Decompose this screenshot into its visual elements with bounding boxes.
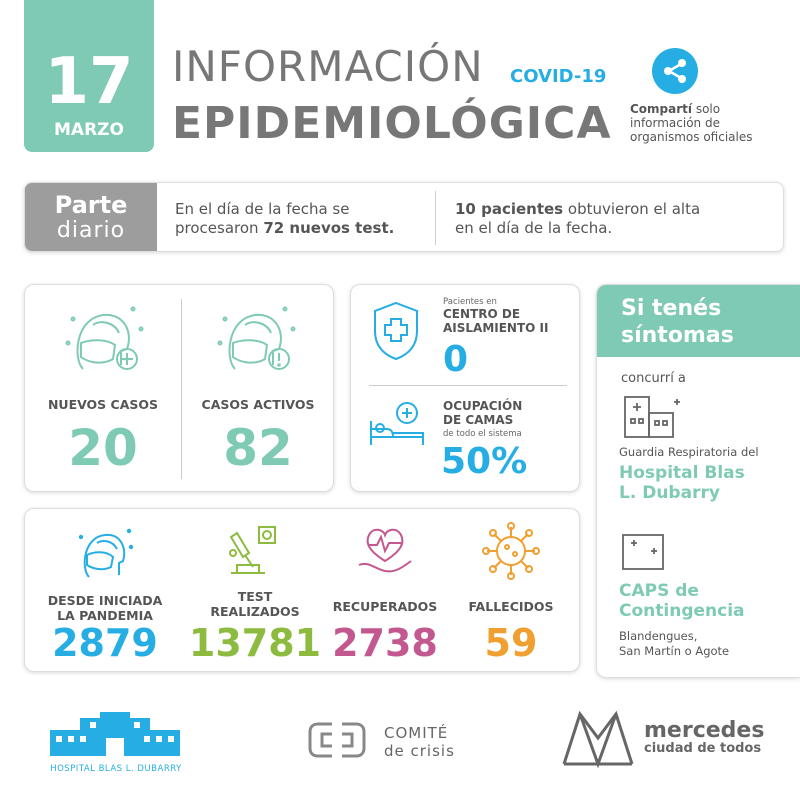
parte-right-text: 10 pacientes obtuvieron el alta en el dí… <box>455 200 700 238</box>
parte-left-b: procesaron <box>175 219 264 237</box>
aislamiento-title: CENTRO DE AISLAMIENTO II <box>443 307 548 335</box>
pandemia-label-2: LA PANDEMIA <box>57 608 153 623</box>
casos-activos-label: CASOS ACTIVOS <box>201 397 315 412</box>
pandemia-label-1: DESDE INICIADA <box>47 593 163 608</box>
title-covid: COVID-19 <box>510 66 607 87</box>
microscope-icon <box>223 523 279 585</box>
share-line2: información de <box>630 116 720 130</box>
barrios-1: Blandengues, <box>619 629 698 643</box>
test-label-2: REALIZADOS <box>210 604 300 619</box>
mercedes-logo-icon <box>560 708 636 772</box>
totales-card: DESDE INICIADA LA PANDEMIA 2879 TEST REA… <box>24 508 580 672</box>
hospital-name-1: Hospital Blas <box>619 463 745 483</box>
casos-card: NUEVOS CASOS 20 CASOS ACTIVOS 82 <box>24 284 334 492</box>
test-value: 13781 <box>188 621 322 665</box>
camas-small: de todo el sistema <box>443 429 522 439</box>
parte-right-b: en el día de la fecha. <box>455 219 613 237</box>
mercedes-logo-text: mercedes ciudad de todos <box>644 720 764 756</box>
parte-left-text: En el día de la fecha se procesaron 72 n… <box>175 200 394 238</box>
parte-right-a: obtuvieron el alta <box>563 200 701 218</box>
comite-1: COMITÉ <box>384 724 449 742</box>
aislamiento-title-1: CENTRO DE <box>443 307 521 321</box>
hospital-name: Hospital Blas L. Dubarry <box>619 463 745 503</box>
caps-building-icon <box>621 531 671 575</box>
recuperados-label: RECUPERADOS <box>332 599 438 614</box>
camas-value: 50% <box>441 441 528 482</box>
concurri-text: concurrí a <box>621 371 686 386</box>
hospital-building-icon <box>623 393 683 443</box>
test-label: TEST REALIZADOS <box>185 589 325 619</box>
hospital-name-2: L. Dubarry <box>619 483 720 503</box>
casos-divider <box>181 299 182 479</box>
masked-person-alert-icon <box>215 299 299 383</box>
title-line2: EPIDEMIOLÓGICA <box>172 98 612 149</box>
caps-name-1: CAPS de <box>619 581 699 601</box>
aislamiento-divider <box>369 385 567 386</box>
aislamiento-small: Pacientes en <box>443 297 497 307</box>
hospital-logo-text: HOSPITAL BLAS L. DUBARRY <box>50 764 182 774</box>
aislamiento-value: 0 <box>443 339 469 380</box>
hospital-bed-icon <box>367 399 427 453</box>
masked-person-blue-icon <box>75 523 135 585</box>
pandemia-label: DESDE INICIADA LA PANDEMIA <box>35 593 175 623</box>
virus-icon <box>481 521 541 585</box>
nuevos-casos-value: 20 <box>68 419 138 477</box>
sintomas-card: Si tenés síntomas concurrí a Guardia Res… <box>596 284 800 678</box>
parte-left-bold: 72 nuevos test. <box>263 219 395 237</box>
comite-2: de crisis <box>384 742 455 760</box>
fallecidos-value: 59 <box>484 621 538 665</box>
barrios-2: San Martín o Agote <box>619 644 730 658</box>
caps-name: CAPS de Contingencia <box>619 581 745 621</box>
parte-divider <box>435 191 436 245</box>
aislamiento-title-2: AISLAMIENTO II <box>443 321 549 335</box>
share-bold: Compartí <box>630 102 693 116</box>
date-day: 17 <box>44 45 134 119</box>
guardia-text: Guardia Respiratoria del <box>619 445 759 459</box>
parte-label: Parte diario <box>25 183 157 251</box>
camas-title-1: OCUPACIÓN <box>443 399 523 413</box>
comite-logo-text: COMITÉ de crisis <box>384 724 455 760</box>
hospital-logo <box>50 710 180 764</box>
sintomas-title-2: síntomas <box>621 323 734 348</box>
camas-title-2: DE CAMAS <box>443 413 514 427</box>
recuperados-value: 2738 <box>332 621 438 665</box>
share-rest: solo <box>692 102 721 116</box>
heart-hand-icon <box>355 521 415 585</box>
date-badge: 17 MARZO <box>24 0 154 152</box>
parte-label-2: diario <box>56 218 126 243</box>
shield-cross-icon <box>369 299 423 367</box>
share-line3: organismos oficiales <box>630 130 753 144</box>
nuevos-casos-label: NUEVOS CASOS <box>47 397 159 412</box>
parte-diario: Parte diario En el día de la fecha se pr… <box>24 182 784 252</box>
parte-label-1: Parte <box>54 191 128 219</box>
masked-person-icon <box>63 299 147 383</box>
sintomas-title-1: Si tenés <box>621 296 722 321</box>
mercedes-1: mercedes <box>644 718 765 743</box>
parte-right-bold: 10 pacientes <box>455 200 564 218</box>
fallecidos-label: FALLECIDOS <box>468 599 554 614</box>
pandemia-value: 2879 <box>52 621 158 665</box>
aislamiento-card: Pacientes en CENTRO DE AISLAMIENTO II 0 … <box>350 284 580 492</box>
comite-logo-icon <box>306 718 370 766</box>
caps-name-2: Contingencia <box>619 601 745 621</box>
parte-left-a: En el día de la fecha se <box>175 200 350 218</box>
title-line1: INFORMACIÓN <box>172 42 484 91</box>
casos-activos-value: 82 <box>223 419 293 477</box>
mercedes-2: ciudad de todos <box>644 741 762 756</box>
share-text: Compartí solo información de organismos … <box>630 102 795 144</box>
barrios-text: Blandengues, San Martín o Agote <box>619 629 729 659</box>
share-icon[interactable] <box>652 48 698 94</box>
camas-title: OCUPACIÓN DE CAMAS <box>443 399 522 427</box>
sintomas-header: Si tenés síntomas <box>597 285 800 357</box>
test-label-1: TEST <box>237 589 273 604</box>
date-month: MARZO <box>54 120 124 140</box>
